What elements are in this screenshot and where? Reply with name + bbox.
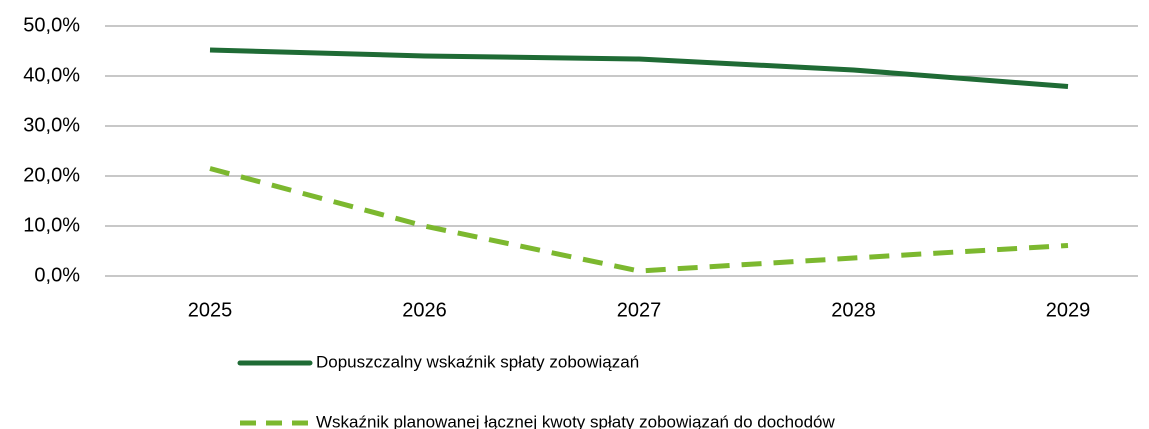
x-tick-label: 2029 bbox=[1046, 299, 1091, 321]
x-tick-label: 2025 bbox=[188, 299, 233, 321]
y-tick-label: 40,0% bbox=[23, 64, 80, 86]
legend-label: Wskaźnik planowanej łącznej kwoty spłaty… bbox=[316, 412, 836, 429]
y-tick-label: 10,0% bbox=[23, 214, 80, 236]
x-tick-label: 2026 bbox=[402, 299, 447, 321]
y-tick-label: 0,0% bbox=[34, 264, 80, 286]
series-line bbox=[209, 47, 1069, 89]
y-tick-label: 30,0% bbox=[23, 114, 80, 136]
series-line bbox=[209, 166, 1069, 274]
x-tick-label: 2027 bbox=[617, 299, 662, 321]
legend-label: Dopuszczalny wskaźnik spłaty zobowiązań bbox=[316, 352, 639, 371]
y-tick-label: 50,0% bbox=[23, 14, 80, 36]
x-tick-label: 2028 bbox=[831, 299, 876, 321]
y-tick-label: 20,0% bbox=[23, 164, 80, 186]
